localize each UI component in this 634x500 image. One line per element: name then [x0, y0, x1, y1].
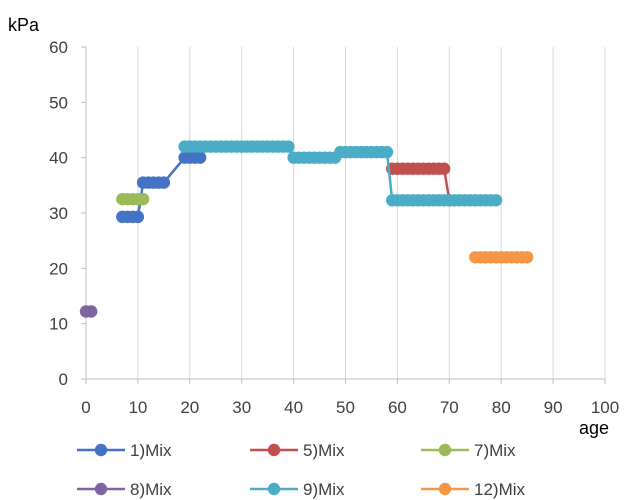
x-tick-label: 50 [336, 398, 355, 417]
x-tick-label: 80 [492, 398, 511, 417]
legend-marker [267, 443, 281, 457]
legend-marker [94, 443, 108, 457]
tick-labels: 0 10 20 30 40 50 60 0 10 20 30 40 50 60 70 80 90 100 [49, 38, 619, 417]
legend-label: 1)Mix [130, 441, 172, 460]
grid-lines [137, 47, 606, 379]
data-point [437, 162, 451, 175]
x-tick-label: 90 [544, 398, 563, 417]
x-tick-label: 100 [591, 398, 619, 417]
y-tick-label: 0 [59, 370, 68, 389]
series-8)Mix [79, 305, 98, 318]
legend-marker [438, 443, 452, 457]
legend-label: 9)Mix [303, 480, 345, 499]
legend-item: 1)Mix [77, 441, 172, 460]
legend-item: 8)Mix [77, 480, 172, 499]
data-point [157, 176, 171, 189]
legend-label: 7)Mix [474, 441, 516, 460]
x-tick-label: 30 [232, 398, 251, 417]
series-9)Mix [178, 140, 503, 207]
data-point [282, 140, 295, 153]
y-tick-label: 30 [49, 204, 68, 223]
series-7)Mix [116, 192, 150, 206]
x-tick-label: 20 [180, 398, 199, 417]
data-point [520, 251, 534, 264]
y-tick-label: 50 [49, 93, 68, 112]
data-point [193, 151, 207, 164]
axes [81, 46, 606, 384]
legend-item: 5)Mix [250, 441, 345, 460]
y-tick-label: 60 [49, 38, 68, 57]
data-point [380, 145, 394, 159]
y-tick-label: 20 [49, 259, 68, 278]
legend: 1)Mix 5)Mix 7)Mix 8)Mix 9)Mix 12)Mix [77, 441, 526, 499]
legend-label: 12)Mix [474, 480, 526, 499]
y-axis-label: kPa [8, 15, 40, 35]
legend-marker [267, 482, 281, 496]
x-tick-label: 0 [81, 398, 90, 417]
y-tick-label: 10 [49, 315, 68, 334]
data-point [136, 192, 150, 206]
data-point [84, 305, 98, 318]
plot-area [79, 140, 534, 318]
data-point [131, 210, 145, 224]
legend-label: 5)Mix [303, 441, 345, 460]
legend-marker [94, 482, 108, 496]
data-point [489, 194, 503, 207]
series-1)Mix [116, 151, 207, 224]
legend-marker [438, 482, 452, 496]
x-tick-label: 70 [440, 398, 459, 417]
x-tick-label: 60 [388, 398, 407, 417]
legend-item: 7)Mix [421, 441, 516, 460]
x-tick-label: 10 [128, 398, 147, 417]
x-axis-label: age [579, 418, 609, 438]
x-tick-label: 40 [284, 398, 303, 417]
legend-item: 9)Mix [250, 480, 345, 499]
legend-label: 8)Mix [130, 480, 172, 499]
y-tick-label: 40 [49, 149, 68, 168]
series-12)Mix [469, 251, 534, 264]
legend-item: 12)Mix [421, 480, 526, 499]
